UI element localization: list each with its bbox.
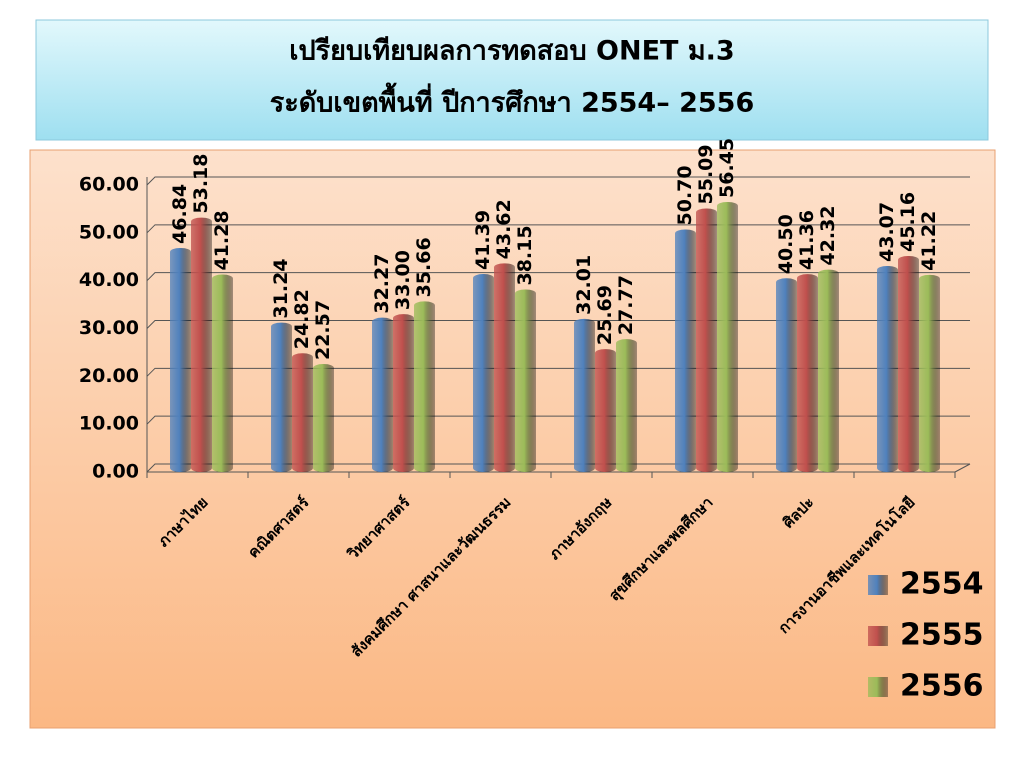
data-label: 24.82 xyxy=(291,289,313,349)
y-tick-label: 10.00 xyxy=(79,413,139,435)
y-tick-label: 20.00 xyxy=(79,365,139,387)
data-label: 53.18 xyxy=(190,154,212,214)
bar xyxy=(776,278,797,472)
data-label: 43.07 xyxy=(876,202,898,262)
bar xyxy=(717,201,738,472)
bar xyxy=(595,349,616,472)
data-label: 32.27 xyxy=(371,254,393,314)
data-label: 32.01 xyxy=(573,255,595,315)
bar xyxy=(818,269,839,472)
y-tick-label: 40.00 xyxy=(79,269,139,291)
data-label: 43.62 xyxy=(493,199,515,259)
bar xyxy=(170,247,191,472)
data-label: 50.70 xyxy=(674,165,696,225)
bar xyxy=(616,339,637,472)
bar xyxy=(696,208,717,473)
data-label: 41.28 xyxy=(211,210,233,270)
bar xyxy=(414,301,435,472)
data-label: 33.00 xyxy=(392,250,414,310)
legend-label: 2556 xyxy=(900,669,984,704)
data-label: 25.69 xyxy=(594,285,616,345)
data-label: 41.22 xyxy=(918,211,940,271)
data-label: 46.84 xyxy=(169,184,191,244)
y-tick-label: 0.00 xyxy=(92,461,139,483)
legend-swatch xyxy=(868,626,888,646)
data-label: 55.09 xyxy=(695,144,717,204)
bar xyxy=(473,274,494,472)
bar xyxy=(313,364,334,472)
bar xyxy=(393,314,414,472)
floor xyxy=(954,463,971,473)
grid-line xyxy=(146,176,970,186)
data-label: 45.16 xyxy=(897,192,919,252)
bar xyxy=(919,274,940,472)
data-label: 40.50 xyxy=(775,214,797,274)
data-label: 31.24 xyxy=(270,258,292,318)
bar xyxy=(515,289,536,472)
data-label: 22.57 xyxy=(312,300,334,360)
title-box xyxy=(35,19,989,141)
data-label: 42.32 xyxy=(817,205,839,265)
data-label: 41.36 xyxy=(796,210,818,270)
data-label: 41.39 xyxy=(472,210,494,270)
bar xyxy=(877,265,898,472)
bar xyxy=(675,229,696,472)
data-label: 38.15 xyxy=(514,225,536,285)
chart-title: เปรียบเทียบผลการทดสอบ ONET ม.3 xyxy=(289,36,734,67)
legend-swatch xyxy=(868,677,888,697)
bar xyxy=(191,217,212,472)
legend-label: 2555 xyxy=(900,618,984,653)
bar xyxy=(292,353,313,472)
bar xyxy=(271,322,292,472)
y-tick-label: 30.00 xyxy=(79,317,139,339)
bar xyxy=(574,318,595,472)
bar xyxy=(797,274,818,472)
data-label: 56.45 xyxy=(716,138,738,198)
bar xyxy=(494,263,515,472)
legend-label: 2554 xyxy=(900,567,984,602)
bar xyxy=(372,317,393,472)
data-label: 35.66 xyxy=(413,237,435,297)
bar xyxy=(898,255,919,472)
chart-subtitle: ระดับเขตพื้นที่ ปีการศึกษา 2554– 2556 xyxy=(270,82,755,119)
data-label: 27.77 xyxy=(615,275,637,335)
y-tick-label: 50.00 xyxy=(79,221,139,243)
bar xyxy=(212,274,233,472)
legend-swatch xyxy=(868,575,888,595)
y-tick-label: 60.00 xyxy=(79,174,139,196)
